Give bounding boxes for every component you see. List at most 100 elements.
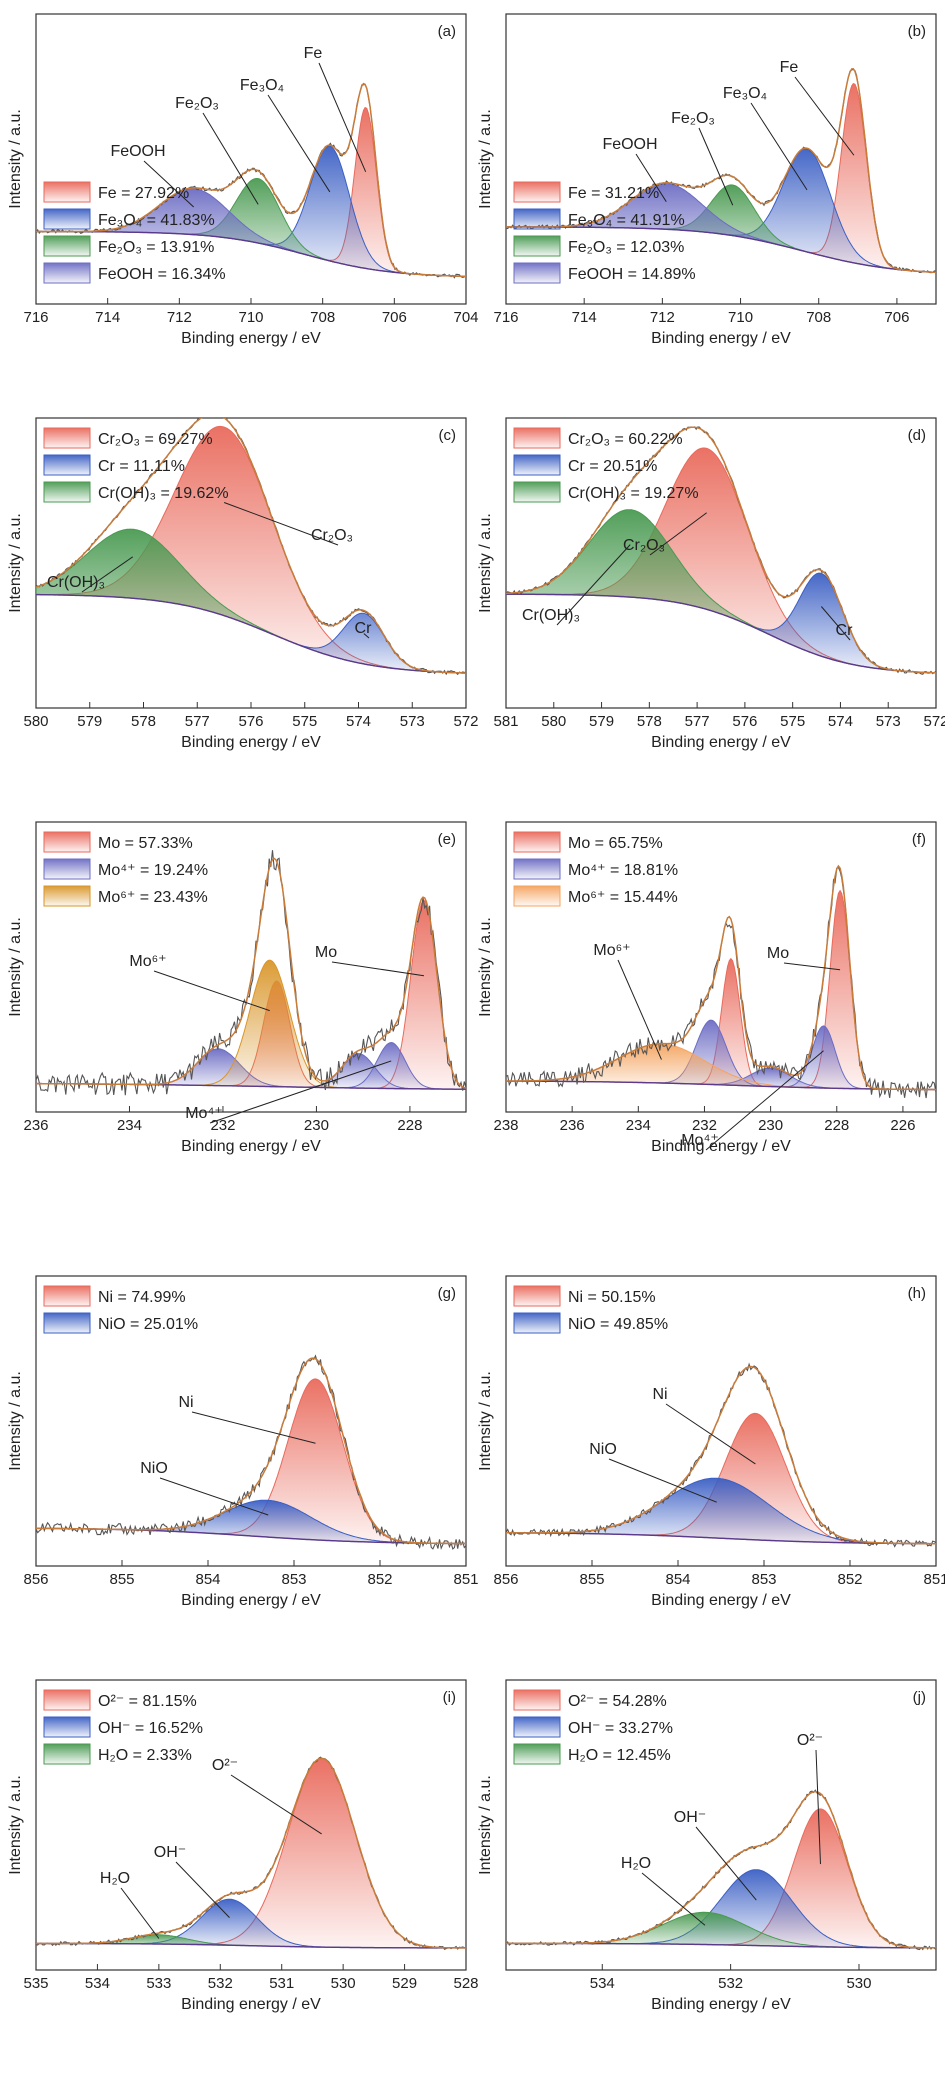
peak-arrow-f <box>617 959 662 1060</box>
peak-arrow-a <box>202 112 259 205</box>
legend-text-j: OH⁻ = 33.27% <box>568 1720 673 1737</box>
x-tick-label-d: 574 <box>828 713 853 730</box>
x-tick-label-h: 854 <box>665 1571 690 1588</box>
envelope-line-f <box>506 864 936 1091</box>
x-tick-label-c: 574 <box>346 713 371 730</box>
legend-text-i: H₂O = 2.33% <box>98 1747 192 1764</box>
legend-entry-e: Mo⁶⁺ = 23.43% <box>43 885 208 907</box>
peak-arrow-g <box>191 1411 316 1444</box>
peak-label-Cr2O3-d: Cr₂O₃ <box>623 537 665 554</box>
peak-arrow-j <box>815 1749 821 1865</box>
legend-text-a: Fe₂O₃ = 13.91% <box>98 239 214 256</box>
x-tick-label-f: 236 <box>560 1117 585 1134</box>
x-tick-label-c: 572 <box>453 713 478 730</box>
x-tick-label-d: 573 <box>876 713 901 730</box>
panel-label-g: (g) <box>438 1285 456 1302</box>
peak-arrow-b <box>794 76 855 156</box>
legend-entry-e: Mo = 57.33% <box>43 831 193 853</box>
peak-arrow-a <box>143 160 195 208</box>
legend-entry-d: Cr₂O₃ = 60.22% <box>513 427 683 449</box>
x-axis-label-c: Binding energy / eV <box>181 734 321 751</box>
panel-label-b: (b) <box>908 23 926 40</box>
x-tick-label-a: 708 <box>310 309 335 326</box>
envelope-line-a <box>36 82 466 278</box>
x-tick-label-a: 706 <box>382 309 407 326</box>
x-tick-label-c: 575 <box>292 713 317 730</box>
legend-entry-c: Cr(OH)₃ = 19.62% <box>43 481 229 503</box>
x-tick-label-i: 529 <box>392 1975 417 1992</box>
legend-text-d: Cr = 20.51% <box>568 458 657 475</box>
legend-text-d: Cr(OH)₃ = 19.27% <box>568 485 699 502</box>
legend-entry-d: Cr(OH)₃ = 19.27% <box>513 481 699 503</box>
y-axis-label-d: Intensity / a.u. <box>477 513 494 613</box>
envelope-line-e <box>36 857 466 1089</box>
legend-text-c: Cr = 11.11% <box>98 458 185 475</box>
panel-j: 534 532 530 Binding energy / eV Intensity / … <box>477 1679 937 2013</box>
x-tick-label-d: 578 <box>637 713 662 730</box>
peak-label-Cr2O3-c: Cr₂O₃ <box>311 527 353 544</box>
x-tick-label-c: 580 <box>23 713 48 730</box>
x-tick-label-e: 234 <box>117 1117 142 1134</box>
y-axis-label-f: Intensity / a.u. <box>477 917 494 1017</box>
x-tick-label-b: 710 <box>728 309 753 326</box>
x-tick-label-j: 534 <box>590 1975 615 1992</box>
legend-entry-a: Fe = 27.92% <box>43 181 189 203</box>
x-tick-label-f: 228 <box>824 1117 849 1134</box>
background-line-a <box>36 230 466 277</box>
envelope-line-h <box>506 1365 936 1545</box>
background-line-d <box>506 593 936 674</box>
panel-g: 856 855 854 853 852 851 Binding energy / eV Int… <box>7 1275 479 1609</box>
peak-arrow-d <box>649 512 707 556</box>
legend-text-a: Fe = 27.92% <box>98 185 189 202</box>
x-tick-label-h: 852 <box>837 1571 862 1588</box>
legend-text-e: Mo⁶⁺ = 23.43% <box>98 889 208 906</box>
peak-label-Mo6-f: Mo⁶⁺ <box>593 942 630 959</box>
peak-label-FeOOH-b: FeOOH <box>602 136 657 153</box>
legend-entry-h: Ni = 50.15% <box>513 1285 656 1307</box>
peak-label-Fe-b: Fe <box>780 59 799 76</box>
panel-a: 716 714 712 710 708 706 704 Binding energy / eV… <box>7 13 479 347</box>
peak-arrow-c <box>81 556 134 593</box>
peak-label-Fe2O3-b: Fe₂O₃ <box>671 110 715 127</box>
peak-label-Ni-h: Ni <box>652 1386 667 1403</box>
legend-text-c: Cr₂O₃ = 69.27% <box>98 431 213 448</box>
peak-arrow-b <box>698 127 734 206</box>
x-tick-label-e: 236 <box>23 1117 48 1134</box>
x-tick-label-e: 230 <box>304 1117 329 1134</box>
peak-label-O2-j: O²⁻ <box>797 1732 823 1749</box>
legend-text-d: Cr₂O₃ = 60.22% <box>568 431 683 448</box>
panel-h: 856 855 854 853 852 851 Binding energy / eV Int… <box>477 1275 945 1609</box>
legend-text-c: Cr(OH)₃ = 19.62% <box>98 485 229 502</box>
background-line-i <box>36 1942 466 1949</box>
panel-label-i: (i) <box>443 1689 456 1706</box>
peak-label-OH-j: OH⁻ <box>674 1809 706 1826</box>
panel-f: 238 236 234 232 230 228 226 Binding energy / eV… <box>477 821 937 1155</box>
legend-text-a: FeOOH = 16.34% <box>98 266 226 283</box>
panel-label-f: (f) <box>912 831 926 848</box>
x-tick-label-b: 706 <box>884 309 909 326</box>
legend-entry-f: Mo = 65.75% <box>513 831 663 853</box>
peak-arrow-b <box>750 102 808 191</box>
panel-label-a: (a) <box>438 23 456 40</box>
x-tick-label-b: 712 <box>650 309 675 326</box>
legend-entry-f: Mo⁴⁺ = 18.81% <box>513 858 678 880</box>
peak-arrow-h <box>665 1403 756 1465</box>
x-axis-label-d: Binding energy / eV <box>651 734 791 751</box>
legend-text-f: Mo⁶⁺ = 15.44% <box>568 889 678 906</box>
legend-text-i: O²⁻ = 81.15% <box>98 1693 197 1710</box>
x-axis-label-i: Binding energy / eV <box>181 1996 321 2013</box>
legend-entry-j: O²⁻ = 54.28% <box>513 1689 667 1711</box>
peak-arrow-i <box>120 1887 160 1939</box>
peak-label-H2O-i: H₂O <box>100 1870 130 1887</box>
x-tick-label-f: 230 <box>758 1117 783 1134</box>
peak-arrow-a <box>267 94 331 193</box>
peak-label-CrOH3-c: Cr(OH)₃ <box>47 574 105 591</box>
envelope-line-g <box>36 1357 466 1545</box>
peak-label-Fe-a: Fe <box>304 45 323 62</box>
legend-entry-g: NiO = 25.01% <box>43 1312 198 1334</box>
legend-entry-a: Fe₂O₃ = 13.91% <box>43 235 214 257</box>
x-tick-label-f: 226 <box>890 1117 915 1134</box>
peak-arrow-i <box>175 1861 230 1918</box>
panel-e: 236 234 232 230 228 Binding energy / eV Intens… <box>7 821 467 1155</box>
panel-label-d: (d) <box>908 427 926 444</box>
